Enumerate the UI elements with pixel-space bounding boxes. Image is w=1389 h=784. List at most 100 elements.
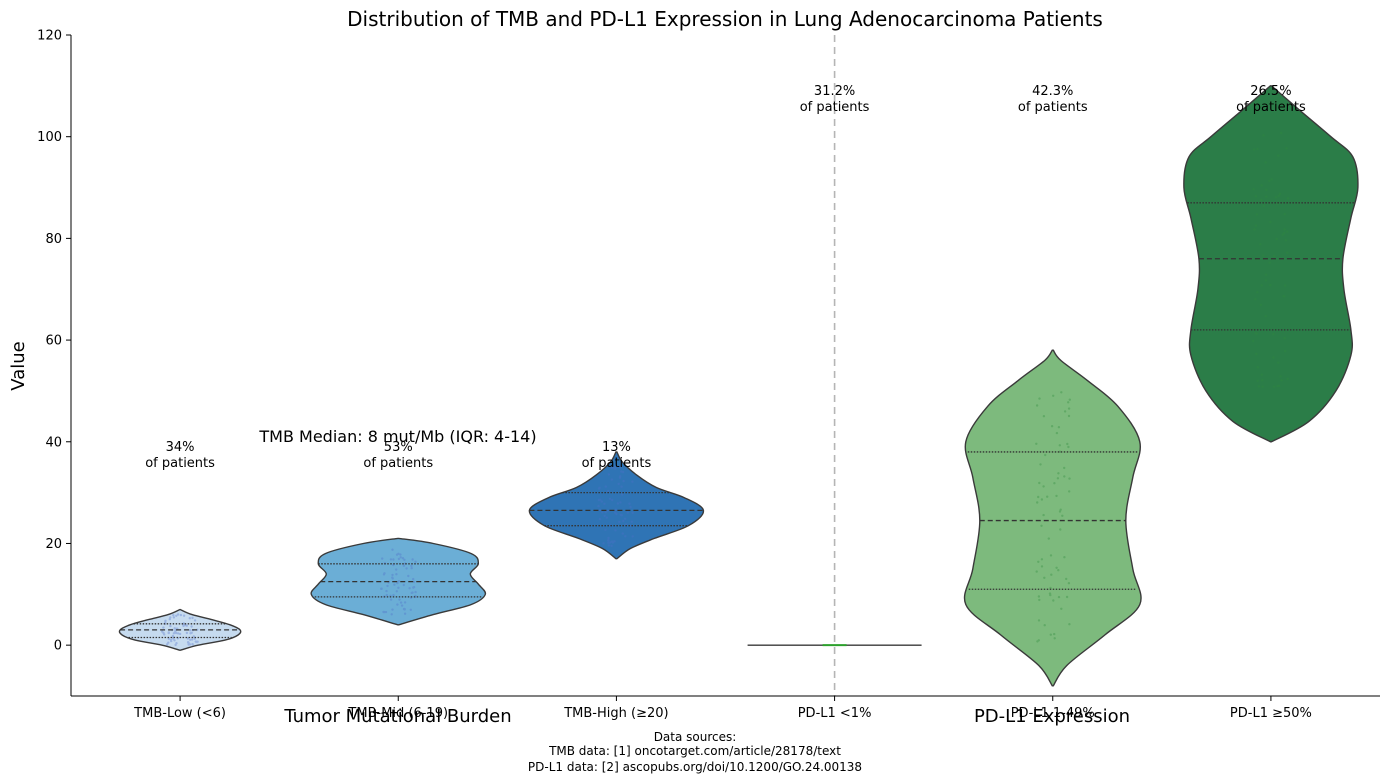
violin-point [1255,352,1258,356]
violin-points [380,548,417,616]
violin-point [1260,198,1263,202]
violin-point [1274,196,1278,199]
violin-point [1272,385,1276,388]
violin-point [409,608,412,611]
violin-point [175,614,178,617]
violin-point [399,556,402,559]
violin-point [1050,425,1054,428]
violin-point [597,487,601,490]
violin-group [118,608,242,651]
violin-point [1260,373,1264,376]
x-tick-label: TMB-High (≥20) [563,706,668,721]
violin-point [1057,426,1061,429]
violin-point [1254,298,1257,301]
violin-point [403,612,407,615]
violin-point [624,535,627,538]
violin-point [1065,577,1068,581]
violin-point [1055,431,1059,435]
tmb-median-annotation: TMB Median: 8 mut/Mb (IQR: 4-14) [258,427,536,446]
violin-point [1283,231,1286,235]
violin-point [1262,254,1265,257]
violin-point [607,473,611,476]
violin-point [613,540,616,543]
violin-point [1042,513,1045,517]
violin-point [1063,475,1066,478]
violin-point [606,489,610,493]
violin-point [1039,463,1042,466]
share-suffix-label: of patients [800,100,870,115]
violin-point [619,513,622,517]
violin-point [173,639,176,642]
violin-point [607,544,610,547]
share-suffix-label: of patients [582,456,652,471]
violin-point [1038,481,1041,485]
violin-point [383,610,386,614]
violin-point [1283,228,1286,231]
violin-point [1059,508,1062,511]
violin-point [412,585,416,589]
share-suffix-label: of patients [363,456,433,471]
violin-point [1058,444,1062,447]
violin-point [179,613,183,617]
violin-point [1265,188,1268,191]
violin-point [1286,197,1290,200]
violin-point [1279,375,1282,378]
violin-point [193,619,197,622]
violin-point [622,519,625,523]
violin-point [189,632,192,635]
violin-point [607,536,610,540]
violin-point [610,466,614,469]
violin-point [1277,361,1280,364]
violin-point [1279,131,1283,135]
violin-point [1037,619,1041,622]
violin-point [414,560,417,563]
share-percent-label: 13% [602,440,631,455]
violin-point [392,558,395,561]
violin-point [1268,179,1271,183]
violin-point [628,502,631,505]
violin-point [611,498,614,502]
violin-point [163,633,166,636]
violin-point [1286,377,1289,381]
violin-point [412,586,415,589]
violin-point [390,613,393,616]
violin-point [1053,632,1056,636]
violin-point [172,614,175,617]
violin-point [604,511,607,514]
violin-point [173,627,176,630]
violin-point [169,616,172,619]
violin-point [191,642,194,646]
violin-point [608,497,612,500]
violin-point [1048,592,1052,595]
violin-point [1067,445,1070,449]
violin-point [598,508,602,512]
violin-point [1040,498,1044,501]
violin-point [615,512,618,516]
violin-point [1284,239,1288,242]
footer-sources-title: Data sources: [654,730,737,744]
violin-point [1261,385,1264,388]
violin-point [391,548,394,551]
violin-point [1269,220,1272,224]
y-tick-label: 60 [45,334,62,349]
violin-point [1256,291,1259,294]
violin-point [1276,384,1279,388]
violin-point [600,500,603,503]
share-percent-label: 26.5% [1250,84,1291,99]
violin-point [631,535,634,538]
violin-point [618,476,622,479]
violin-point [384,610,388,614]
violin-points [1035,391,1072,643]
violin-point [1068,623,1071,626]
violin-point [1057,569,1060,572]
violin-point [608,541,611,544]
group-label-tmb: Tumor Mutational Burden [283,706,511,727]
violin-point [1060,607,1063,610]
violin-point [172,616,176,619]
violin-point [174,643,177,647]
violin-point [1260,184,1263,187]
x-tick-label: PD-L1 ≥50% [1230,706,1312,721]
violin-point [614,529,617,532]
